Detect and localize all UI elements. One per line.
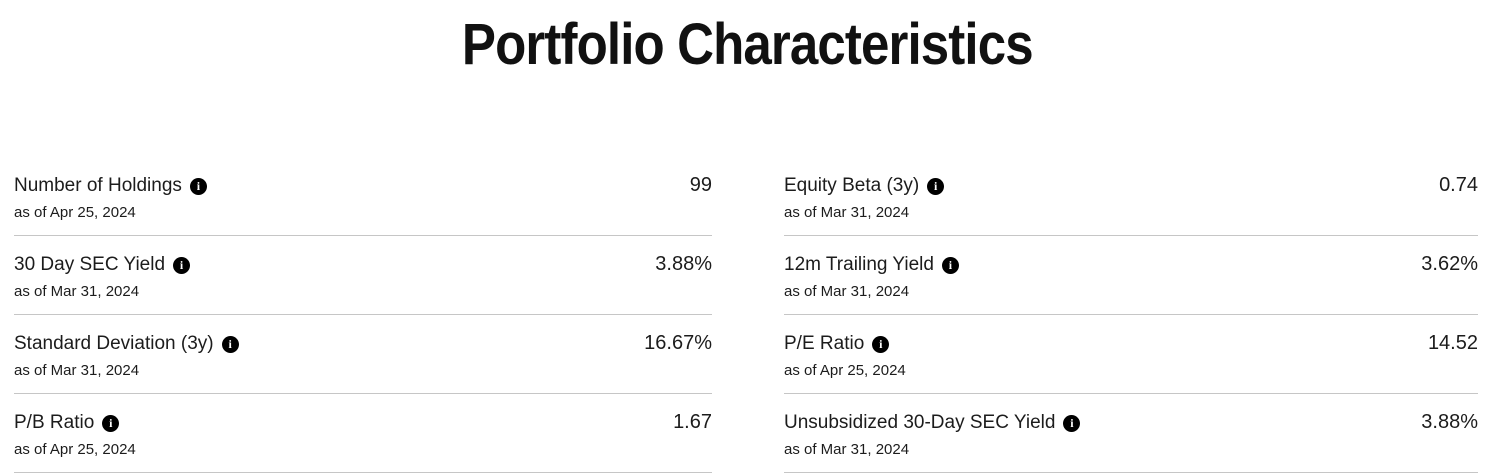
stat-value: 3.88% bbox=[1421, 411, 1478, 433]
stat-value: 1.67 bbox=[673, 411, 712, 433]
stat-asof-date: as of Apr 25, 2024 bbox=[14, 441, 136, 458]
stat-label-wrap: Standard Deviation (3y) i bbox=[14, 331, 239, 357]
stat-main: 30 Day SEC Yield i 3.88% bbox=[14, 252, 712, 278]
info-icon[interactable]: i bbox=[173, 256, 191, 274]
stat-label-wrap: Number of Holdings i bbox=[14, 173, 207, 199]
stat-value: 16.67% bbox=[644, 332, 712, 354]
stat-label-wrap: 12m Trailing Yield i bbox=[784, 252, 959, 278]
stats-grid: Number of Holdings i 99 as of Apr 25, 20… bbox=[0, 157, 1494, 473]
page-title: Portfolio Characteristics bbox=[0, 14, 1494, 76]
stat-label: P/B Ratio bbox=[14, 412, 95, 433]
stats-column-left: Number of Holdings i 99 as of Apr 25, 20… bbox=[14, 157, 712, 473]
stat-label-wrap: P/E Ratio i bbox=[784, 331, 890, 357]
stat-main: Standard Deviation (3y) i 16.67% bbox=[14, 331, 712, 357]
info-icon[interactable]: i bbox=[872, 335, 890, 353]
stat-value: 3.88% bbox=[655, 253, 712, 275]
stat-asof-date: as of Mar 31, 2024 bbox=[14, 362, 140, 379]
stat-asof-date: as of Mar 31, 2024 bbox=[14, 283, 140, 300]
stat-label-wrap: P/B Ratio i bbox=[14, 410, 120, 436]
stat-main: Number of Holdings i 99 bbox=[14, 173, 712, 199]
stat-label: Equity Beta (3y) bbox=[784, 175, 920, 196]
stat-label: 30 Day SEC Yield bbox=[14, 254, 166, 275]
info-icon[interactable]: i bbox=[927, 177, 945, 195]
stat-row-pb-ratio: P/B Ratio i 1.67 as of Apr 25, 2024 bbox=[14, 394, 712, 473]
stat-row-30-day-sec-yield: 30 Day SEC Yield i 3.88% as of Mar 31, 2… bbox=[14, 236, 712, 315]
stat-main: P/B Ratio i 1.67 bbox=[14, 410, 712, 436]
stat-label: Unsubsidized 30-Day SEC Yield bbox=[784, 412, 1056, 433]
stat-row-number-of-holdings: Number of Holdings i 99 as of Apr 25, 20… bbox=[14, 157, 712, 236]
stat-asof-date: as of Mar 31, 2024 bbox=[784, 204, 910, 221]
stat-asof-date: as of Apr 25, 2024 bbox=[14, 204, 136, 221]
stat-main: Equity Beta (3y) i 0.74 bbox=[784, 173, 1478, 199]
stat-label: Number of Holdings bbox=[14, 175, 182, 196]
stat-value: 14.52 bbox=[1427, 332, 1478, 354]
info-icon[interactable]: i bbox=[221, 335, 239, 353]
stat-label-wrap: Unsubsidized 30-Day SEC Yield i bbox=[784, 410, 1081, 436]
info-icon[interactable]: i bbox=[941, 256, 959, 274]
stat-value: 99 bbox=[689, 174, 712, 196]
stat-asof-date: as of Mar 31, 2024 bbox=[784, 441, 910, 458]
stat-asof-date: as of Apr 25, 2024 bbox=[784, 362, 906, 379]
stat-label: 12m Trailing Yield bbox=[784, 254, 934, 275]
stat-row-unsubsidized-30-day-sec-yield: Unsubsidized 30-Day SEC Yield i 3.88% as… bbox=[784, 394, 1478, 473]
info-icon[interactable]: i bbox=[1063, 414, 1081, 432]
page-title-text: Portfolio Characteristics bbox=[461, 12, 1034, 77]
stat-label-wrap: Equity Beta (3y) i bbox=[784, 173, 945, 199]
stat-label: Standard Deviation (3y) bbox=[14, 333, 214, 354]
stat-row-12m-trailing-yield: 12m Trailing Yield i 3.62% as of Mar 31,… bbox=[784, 236, 1478, 315]
stat-value: 0.74 bbox=[1439, 174, 1478, 196]
stat-row-standard-deviation: Standard Deviation (3y) i 16.67% as of M… bbox=[14, 315, 712, 394]
stat-asof-date: as of Mar 31, 2024 bbox=[784, 283, 910, 300]
stat-row-pe-ratio: P/E Ratio i 14.52 as of Apr 25, 2024 bbox=[784, 315, 1478, 394]
info-icon[interactable]: i bbox=[102, 414, 120, 432]
stat-main: P/E Ratio i 14.52 bbox=[784, 331, 1478, 357]
stat-label-wrap: 30 Day SEC Yield i bbox=[14, 252, 191, 278]
stat-label: P/E Ratio bbox=[784, 333, 865, 354]
stat-main: Unsubsidized 30-Day SEC Yield i 3.88% bbox=[784, 410, 1478, 436]
stat-row-equity-beta: Equity Beta (3y) i 0.74 as of Mar 31, 20… bbox=[784, 157, 1478, 236]
stats-column-right: Equity Beta (3y) i 0.74 as of Mar 31, 20… bbox=[784, 157, 1478, 473]
info-icon[interactable]: i bbox=[189, 177, 207, 195]
stat-main: 12m Trailing Yield i 3.62% bbox=[784, 252, 1478, 278]
stat-value: 3.62% bbox=[1421, 253, 1478, 275]
